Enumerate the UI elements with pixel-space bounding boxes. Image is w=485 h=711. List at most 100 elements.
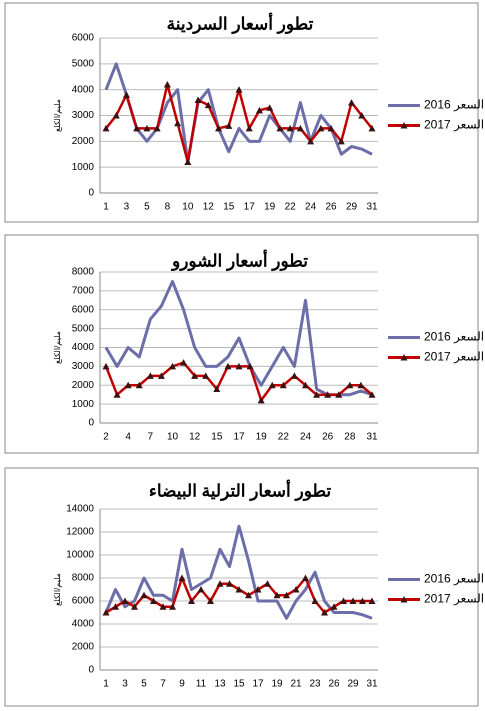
x-tick-label: 7 bbox=[148, 432, 154, 443]
marker bbox=[169, 603, 176, 610]
y-tick-label: 3000 bbox=[72, 361, 95, 372]
marker bbox=[337, 137, 345, 145]
marker bbox=[131, 603, 138, 610]
x-tick-label: 5 bbox=[144, 202, 150, 213]
marker bbox=[330, 603, 338, 610]
marker bbox=[112, 603, 119, 610]
x-tick-label: 19 bbox=[271, 679, 283, 690]
x-tick-label: 31 bbox=[366, 679, 378, 690]
x-tick-label: 17 bbox=[252, 679, 264, 690]
y-axis-label: مليم/الكلغ bbox=[53, 573, 62, 606]
marker bbox=[348, 99, 356, 106]
marker bbox=[194, 96, 202, 103]
marker bbox=[357, 381, 365, 389]
marker bbox=[113, 391, 121, 398]
y-tick-label: 0 bbox=[88, 188, 94, 199]
marker bbox=[191, 372, 199, 379]
marker bbox=[157, 372, 165, 379]
legend-label: 2016 السعر bbox=[424, 330, 484, 344]
x-tick-label: 24 bbox=[300, 432, 312, 443]
marker bbox=[368, 391, 376, 398]
panel bbox=[4, 2, 479, 223]
marker bbox=[178, 574, 186, 581]
marker bbox=[122, 91, 130, 98]
marker bbox=[313, 391, 321, 398]
chart-title: تطور أسعار الشورو bbox=[170, 248, 308, 271]
x-tick-label: 17 bbox=[244, 202, 256, 213]
marker bbox=[143, 124, 151, 132]
x-tick-label: 31 bbox=[366, 202, 378, 213]
y-axis-label: مليم/الكلغ bbox=[53, 331, 62, 364]
x-tick-label: 31 bbox=[366, 432, 378, 443]
marker bbox=[327, 124, 335, 132]
chart-title: تطور أسعار الترلية البيضاء bbox=[149, 478, 332, 501]
x-tick-label: 4 bbox=[125, 432, 131, 443]
marker bbox=[346, 381, 354, 389]
y-tick-label: 14000 bbox=[66, 504, 94, 515]
y-tick-label: 6000 bbox=[72, 304, 95, 315]
marker bbox=[163, 81, 171, 88]
marker bbox=[146, 372, 154, 379]
marker bbox=[266, 104, 274, 111]
marker bbox=[197, 586, 205, 593]
x-tick-label: 13 bbox=[214, 679, 226, 690]
marker bbox=[235, 586, 243, 593]
x-tick-label: 15 bbox=[211, 432, 223, 443]
marker bbox=[257, 396, 265, 404]
y-tick-label: 5000 bbox=[72, 323, 95, 334]
legend-label: 2016 السعر bbox=[424, 572, 484, 586]
marker bbox=[140, 591, 148, 599]
marker bbox=[235, 362, 243, 370]
x-tick-label: 10 bbox=[167, 432, 179, 443]
x-tick-label: 1 bbox=[103, 202, 109, 213]
y-tick-label: 8000 bbox=[72, 267, 95, 278]
marker bbox=[349, 597, 357, 604]
marker bbox=[279, 381, 287, 389]
y-tick-label: 2000 bbox=[72, 642, 95, 653]
y-tick-label: 6000 bbox=[72, 596, 95, 607]
marker bbox=[180, 359, 188, 366]
marker bbox=[292, 586, 300, 593]
marker bbox=[215, 124, 223, 132]
legend-marker bbox=[400, 596, 408, 603]
y-tick-label: 2000 bbox=[72, 136, 95, 147]
y-tick-label: 12000 bbox=[66, 527, 94, 538]
y-tick-label: 0 bbox=[88, 418, 94, 429]
panel bbox=[4, 234, 479, 454]
x-tick-label: 22 bbox=[285, 202, 297, 213]
series-line bbox=[104, 62, 373, 164]
y-tick-label: 5000 bbox=[72, 58, 95, 69]
marker bbox=[317, 124, 325, 132]
marker bbox=[255, 106, 263, 114]
marker bbox=[276, 124, 284, 132]
marker bbox=[153, 124, 161, 132]
x-tick-label: 10 bbox=[182, 202, 194, 213]
y-tick-label: 8000 bbox=[72, 573, 95, 584]
marker bbox=[226, 580, 233, 587]
marker bbox=[102, 362, 110, 370]
marker bbox=[321, 609, 328, 616]
x-tick-label: 1 bbox=[103, 679, 109, 690]
marker bbox=[245, 124, 253, 132]
legend-label: 2017 السعر bbox=[424, 350, 484, 364]
marker bbox=[135, 381, 143, 389]
y-tick-label: 10000 bbox=[66, 550, 94, 561]
y-tick-label: 6000 bbox=[72, 33, 95, 44]
x-tick-label: 15 bbox=[223, 202, 235, 213]
marker bbox=[102, 124, 110, 132]
marker bbox=[254, 586, 262, 593]
marker bbox=[169, 362, 176, 370]
x-tick-label: 19 bbox=[256, 432, 268, 443]
x-tick-label: 24 bbox=[305, 202, 317, 213]
marker bbox=[290, 372, 298, 379]
marker bbox=[359, 597, 366, 604]
y-tick-label: 4000 bbox=[72, 619, 95, 630]
legend-marker bbox=[400, 354, 408, 361]
marker bbox=[112, 112, 120, 119]
x-tick-label: 7 bbox=[160, 679, 166, 690]
marker bbox=[296, 124, 304, 132]
y-tick-label: 1000 bbox=[72, 399, 95, 410]
marker bbox=[184, 158, 192, 165]
marker bbox=[368, 597, 376, 604]
x-tick-label: 22 bbox=[278, 432, 290, 443]
